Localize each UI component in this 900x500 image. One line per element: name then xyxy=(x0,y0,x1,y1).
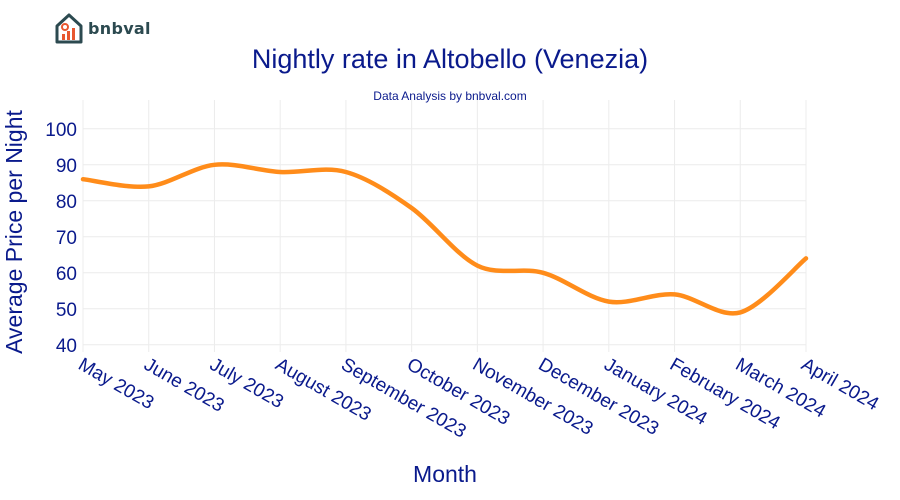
grid-lines xyxy=(82,100,807,352)
chart-subtitle: Data Analysis by bnbval.com xyxy=(373,89,527,103)
x-tick-label: February 2024 xyxy=(666,354,784,434)
house-chart-icon xyxy=(55,13,83,44)
chart-title: Nightly rate in Altobello (Venezia) xyxy=(251,44,649,74)
y-tick-labels: 40 50 60 70 80 90 100 xyxy=(45,120,77,357)
y-tick-label: 40 xyxy=(56,336,77,357)
brand-name: bnbval xyxy=(88,18,151,38)
y-axis-title: Average Price per Night xyxy=(1,110,27,354)
brand-logo: bnbval xyxy=(54,12,151,44)
x-axis-title: Month xyxy=(413,461,477,487)
y-tick-label: 80 xyxy=(56,192,77,213)
series-lines xyxy=(80,162,809,316)
series-line xyxy=(80,162,809,316)
y-tick-label: 50 xyxy=(56,300,77,321)
y-tick-label: 90 xyxy=(56,156,77,177)
y-tick-label: 100 xyxy=(45,120,77,141)
y-tick-label: 70 xyxy=(56,228,77,249)
y-tick-label: 60 xyxy=(56,264,77,285)
